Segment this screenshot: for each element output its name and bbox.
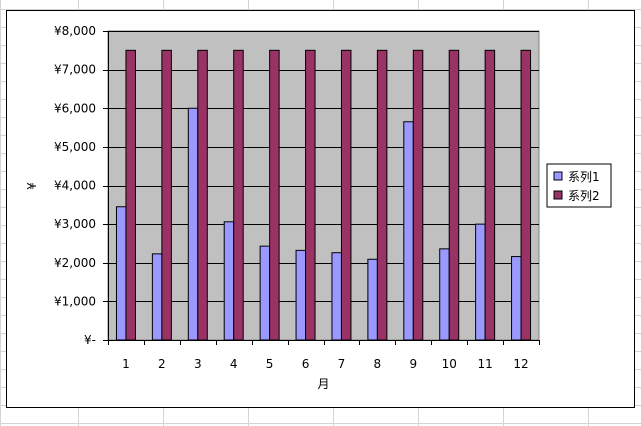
bar-series2-cat5: [269, 49, 280, 341]
bar-series1-cat1: [115, 206, 127, 341]
x-tick-label: 4: [230, 357, 238, 371]
legend-swatch-series1: [553, 171, 563, 181]
x-tick-label: 9: [409, 357, 417, 371]
x-tick-label: 10: [442, 357, 457, 371]
bar-series2-cat6: [305, 49, 316, 341]
legend-label-series2: 系列2: [568, 189, 600, 203]
bar-series2-cat9: [412, 49, 424, 341]
bar-series2-cat2: [161, 49, 172, 341]
x-axis-label: 月: [317, 377, 329, 391]
bar-series2-cat10: [448, 49, 460, 341]
bar-series1-cat10: [439, 248, 450, 341]
axes: [103, 31, 540, 345]
y-tick-label: ¥4,000: [54, 179, 96, 193]
legend-box: [546, 163, 612, 208]
bar-series2-cat11: [484, 49, 496, 341]
bar-series2-cat4: [233, 49, 244, 341]
bar-series1-cat11: [475, 223, 486, 341]
legend-label-series1: 系列1: [568, 170, 600, 184]
bar-series1-cat4: [223, 221, 235, 341]
gridlines: [108, 31, 539, 302]
bar-series1-cat12: [511, 256, 522, 341]
plot-area: [107, 30, 540, 341]
bar-series1-cat8: [367, 258, 378, 341]
legend[interactable]: 系列1 系列2: [546, 163, 612, 208]
x-tick-label: 8: [374, 357, 382, 371]
x-tick-label: 6: [302, 357, 310, 371]
bar-series1-cat9: [403, 121, 414, 341]
bar-series1-cat7: [331, 252, 342, 341]
bar-series2-cat8: [376, 49, 388, 341]
bar-series2-cat12: [520, 49, 532, 341]
bars: [115, 49, 532, 341]
y-tick-label: ¥3,000: [54, 217, 96, 231]
y-tick-label: ¥2,000: [54, 256, 96, 270]
x-tick-labels: 1 2 3 4 5 6 7 8 9 10 11 12: [122, 357, 529, 371]
y-axis-label: ¥: [25, 182, 39, 190]
bar-series1-cat3: [187, 107, 199, 341]
y-tick-label: ¥7,000: [54, 63, 96, 77]
bar-series2-cat3: [197, 49, 208, 341]
y-tick-label: ¥5,000: [54, 140, 96, 154]
bar-series2-cat1: [125, 49, 136, 341]
y-tick-label: ¥-: [84, 333, 96, 347]
y-tick-label: ¥8,000: [54, 24, 96, 38]
y-tick-label: ¥6,000: [54, 101, 96, 115]
legend-swatch-series2: [553, 190, 563, 200]
x-tick-label: 3: [194, 357, 202, 371]
bar-series1-cat5: [259, 245, 271, 341]
x-tick-label: 7: [338, 357, 346, 371]
x-tick-label: 11: [477, 357, 492, 371]
y-tick-label: ¥1,000: [54, 294, 96, 308]
bar-series1-cat6: [295, 249, 307, 341]
x-tick-label: 5: [266, 357, 274, 371]
bar-series2-cat7: [340, 49, 352, 341]
x-tick-label: 1: [122, 357, 130, 371]
x-tick-label: 2: [158, 357, 166, 371]
bar-series1-cat2: [151, 253, 163, 341]
x-tick-label: 12: [513, 357, 528, 371]
y-tick-labels: ¥- ¥1,000 ¥2,000 ¥3,000 ¥4,000 ¥5,000 ¥6,000 ¥7…: [54, 24, 96, 347]
